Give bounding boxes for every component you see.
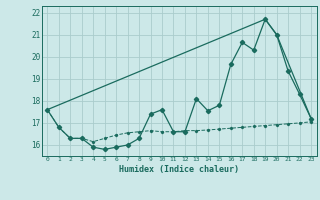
X-axis label: Humidex (Indice chaleur): Humidex (Indice chaleur) (119, 165, 239, 174)
